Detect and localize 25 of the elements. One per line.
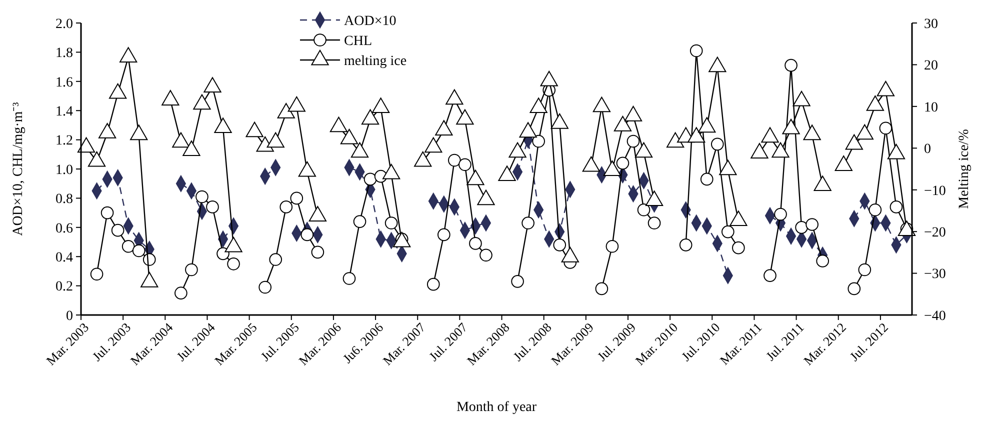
y2-tick-label: 0 xyxy=(924,142,931,158)
y-tick-label: 0.6 xyxy=(56,221,73,236)
legend-label: CHL xyxy=(344,34,372,49)
y2-axis-title: Melting ice/% xyxy=(957,128,972,209)
legend-label: melting ice xyxy=(344,54,407,69)
y-tick-label: 0 xyxy=(66,308,73,324)
y2-tick-label: −20 xyxy=(924,225,946,240)
y-tick-label: 1.0 xyxy=(56,162,73,178)
y-tick-label: 1.6 xyxy=(56,75,73,90)
y-tick-label: 1.8 xyxy=(56,46,73,62)
y2-tick-label: 20 xyxy=(924,58,938,74)
y-tick-label: 0.8 xyxy=(56,192,73,208)
y-tick-label: 1.4 xyxy=(56,104,73,120)
y-tick-label: 2.0 xyxy=(56,16,73,32)
y-tick-label: 0.2 xyxy=(56,280,73,295)
y2-tick-label: 30 xyxy=(924,16,938,32)
y2-tick-label: −30 xyxy=(924,267,946,282)
y-tick-label: 0.4 xyxy=(56,250,73,266)
y-tick-label: 1.2 xyxy=(56,134,73,149)
legend-label: AOD×10 xyxy=(344,14,396,29)
y2-tick-label: −40 xyxy=(924,308,946,324)
y2-tick-label: −10 xyxy=(924,184,946,199)
y2-tick-label: 10 xyxy=(924,100,938,116)
y-axis-title: AOD×10, CHL/mg·m⁻³ xyxy=(11,102,26,236)
x-axis-title: Month of year xyxy=(456,400,537,415)
